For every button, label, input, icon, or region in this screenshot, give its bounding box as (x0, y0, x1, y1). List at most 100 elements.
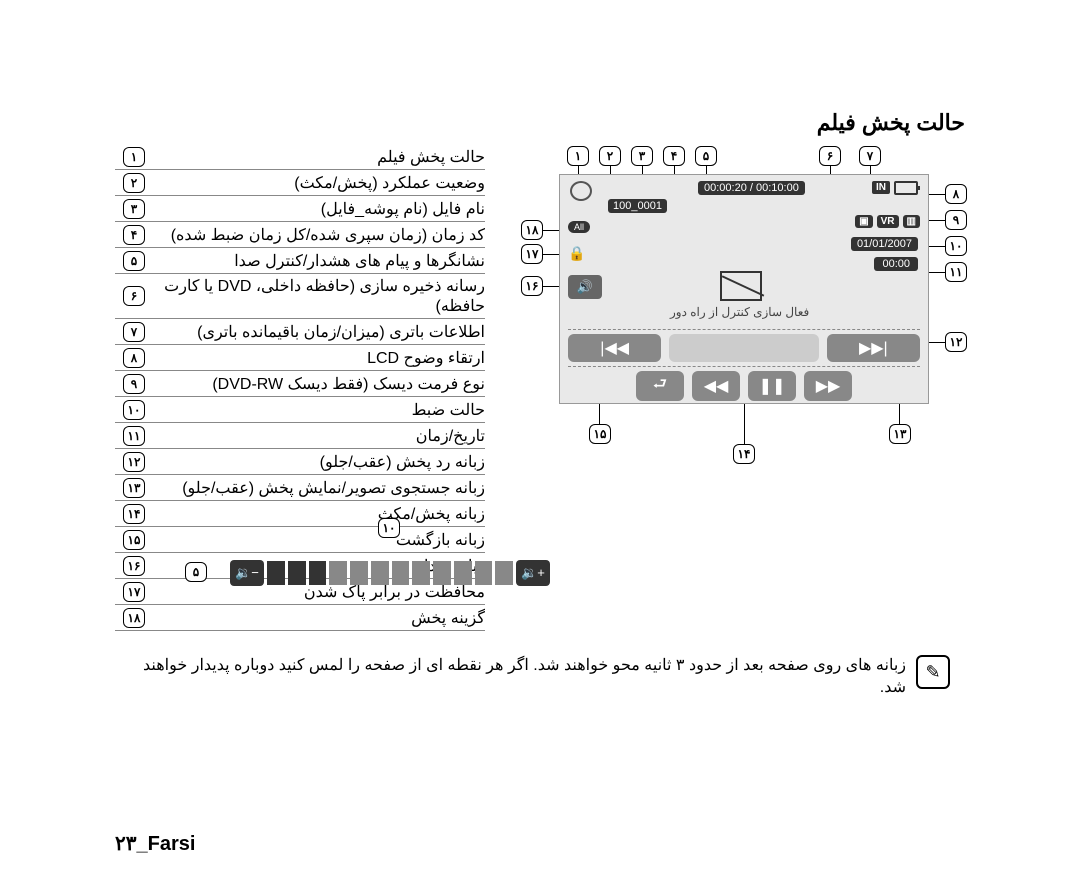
callout: ۶ (819, 146, 841, 166)
page-title: حالت پخش فیلم (115, 110, 965, 136)
legend-text: زبانه بازگشت (145, 530, 485, 550)
callout: ۱ (567, 146, 589, 166)
callout: ۱۵ (589, 424, 611, 444)
legend-num: ۳ (123, 199, 145, 219)
legend-text: تاریخ/زمان (145, 426, 485, 446)
note-text: زبانه های روی صفحه بعد از حدود ۳ ثانیه م… (115, 655, 906, 699)
callout: ۴ (663, 146, 685, 166)
legend-item: ۲وضعیت عملکرد (پخش/مکث) (115, 170, 485, 196)
legend-item: ۱۵زبانه بازگشت (115, 527, 485, 553)
skip-fwd-button[interactable]: ▶▶| (827, 334, 920, 362)
legend-item: ۸ارتقاء وضوح LCD (115, 345, 485, 371)
legend-num: ۸ (123, 348, 145, 368)
legend-num: ۴ (123, 225, 145, 245)
callout: ۱۷ (521, 244, 543, 264)
legend-num: ۱۶ (123, 556, 145, 576)
legend-list: ۱حالت پخش فیلم۲وضعیت عملکرد (پخش/مکث)۳نا… (115, 144, 485, 631)
legend-item: ۱۰حالت ضبط (115, 397, 485, 423)
legend-num: ۱۷ (123, 582, 145, 602)
callout: ۱۶ (521, 276, 543, 296)
volume-bar: 🔉− 🔉+ (230, 560, 550, 586)
legend-text: وضعیت عملکرد (پخش/مکث) (145, 173, 485, 193)
callout: ۱۸ (521, 220, 543, 240)
legend-text: اطلاعات باتری (میزان/زمان باقیمانده باتر… (145, 322, 485, 342)
legend-num: ۱۴ (123, 504, 145, 524)
legend-item: ۱۱تاریخ/زمان (115, 423, 485, 449)
top-right-chips: ▣ VR ▥ (855, 215, 920, 228)
legend-text: کد زمان (زمان سپری شده/کل زمان ضبط شده) (145, 225, 485, 245)
legend-num: ۱۲ (123, 452, 145, 472)
film-icon (570, 181, 592, 201)
legend-text: نوع فرمت دیسک (فقط دیسک DVD-RW) (145, 374, 485, 394)
lock-icon: 🔒 (568, 245, 585, 262)
legend-num: ۱۳ (123, 478, 145, 498)
rec-mode-icon: ▥ (903, 215, 920, 228)
pause-button[interactable]: ❚❚ (748, 371, 796, 401)
legend-text: زبانه جستجوی تصویر/نمایش پخش (عقب/جلو) (145, 478, 485, 498)
remote-label: فعال سازی کنترل از راه دور (670, 305, 809, 319)
vol-plus[interactable]: 🔉+ (516, 560, 550, 586)
play-option-all: All (568, 221, 590, 233)
folder-name: 100_0001 (608, 199, 667, 213)
legend-text: نام فایل (نام پوشه_فایل) (145, 199, 485, 219)
legend-num: ۱۰ (123, 400, 145, 420)
callout: ۱۳ (889, 424, 911, 444)
remote-icon (720, 271, 762, 301)
legend-item: ۱۲زبانه رد پخش (عقب/جلو) (115, 449, 485, 475)
callout: ۱۰ (945, 236, 967, 256)
page-footer: ٢٣_Farsi (115, 831, 195, 856)
time-chip: 00:00 (874, 257, 918, 271)
legend-text: ارتقاء وضوح LCD (145, 348, 485, 368)
date-chip: 01/01/2007 (851, 237, 918, 251)
legend-text: زبانه رد پخش (عقب/جلو) (145, 452, 485, 472)
search-back-button[interactable]: ◀◀ (692, 371, 740, 401)
legend-item: ۴کد زمان (زمان سپری شده/کل زمان ضبط شده) (115, 222, 485, 248)
battery-icon (894, 181, 918, 195)
legend-text: حالت ضبط (145, 400, 485, 420)
callout: ۵ (185, 562, 207, 582)
vol-minus[interactable]: 🔉− (230, 560, 264, 586)
legend-item: ۱۳زبانه جستجوی تصویر/نمایش پخش (عقب/جلو) (115, 475, 485, 501)
legend-text: نشانگرها و پیام های هشدار/کنترل صدا (145, 251, 485, 271)
legend-num: ۱ (123, 147, 145, 167)
callout: ۳ (631, 146, 653, 166)
legend-num: ۱۵ (123, 530, 145, 550)
legend-num: ۹ (123, 374, 145, 394)
legend-item: ۵نشانگرها و پیام های هشدار/کنترل صدا (115, 248, 485, 274)
callout: ۷ (859, 146, 881, 166)
return-button[interactable]: ⮐ (636, 371, 684, 401)
transport-row: |◀◀ ▶▶| (568, 329, 920, 367)
timecode: 00:00:20 / 00:10:00 (698, 181, 805, 195)
callout: ۲ (599, 146, 621, 166)
legend-item: ۹نوع فرمت دیسک (فقط دیسک DVD-RW) (115, 371, 485, 397)
volume-button[interactable]: 🔊 (568, 275, 602, 299)
legend-item: ۶رسانه ذخیره سازی (حافظه داخلی، DVD یا ک… (115, 274, 485, 319)
callout: ۱۴ (733, 444, 755, 464)
legend-num: ۱۸ (123, 608, 145, 628)
legend-num: ۶ (123, 286, 145, 306)
legend-num: ۷ (123, 322, 145, 342)
legend-item: ۱۴زبانه پخش/مکث (115, 501, 485, 527)
search-fwd-button[interactable]: ▶▶ (804, 371, 852, 401)
vr-chip: VR (877, 215, 899, 228)
legend-item: ۱حالت پخش فیلم (115, 144, 485, 170)
legend-item: ۳نام فایل (نام پوشه_فایل) (115, 196, 485, 222)
legend-text: گزینه پخش (145, 608, 485, 628)
legend-num: ۱۱ (123, 426, 145, 446)
legend-text: رسانه ذخیره سازی (حافظه داخلی، DVD یا کا… (145, 276, 485, 316)
legend-num: ۵ (123, 251, 145, 271)
legend-item: ۷اطلاعات باتری (میزان/زمان باقیمانده بات… (115, 319, 485, 345)
skip-back-button[interactable]: |◀◀ (568, 334, 661, 362)
lcd-icon: ▣ (855, 215, 872, 228)
note-icon: ✎ (916, 655, 950, 689)
callout: ۵ (695, 146, 717, 166)
callout: ۸ (945, 184, 967, 204)
callout: ۱۲ (945, 332, 967, 352)
callout: ۹ (945, 210, 967, 230)
callout: ۱۱ (945, 262, 967, 282)
legend-item: ۱۸گزینه پخش (115, 605, 485, 631)
legend-text: حالت پخش فیلم (145, 147, 485, 167)
callout: ۱۰ (378, 518, 400, 538)
storage-in: IN (872, 181, 890, 194)
legend-num: ۲ (123, 173, 145, 193)
